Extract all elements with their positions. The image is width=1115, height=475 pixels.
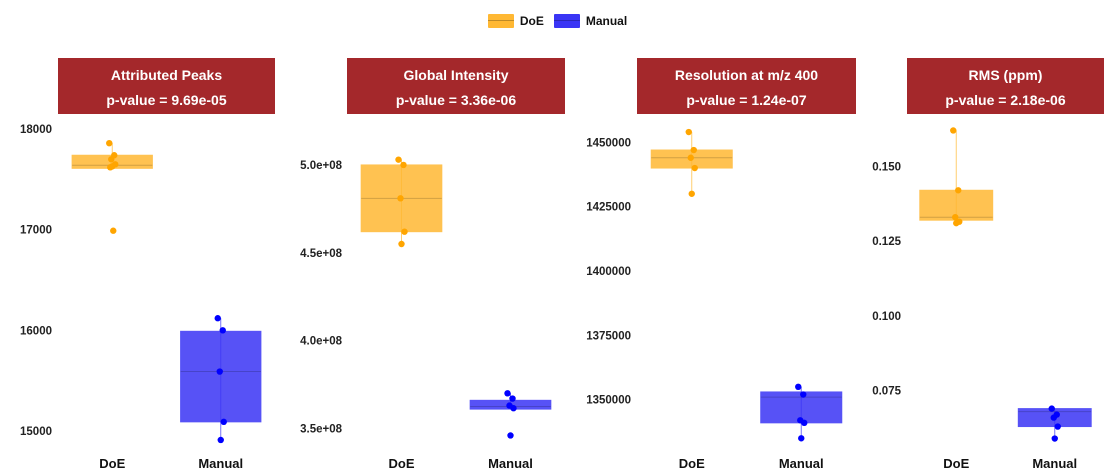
- x-tick-label-manual: Manual: [488, 456, 533, 471]
- data-point-manual: [216, 368, 223, 375]
- data-point-doe: [685, 128, 692, 136]
- x-tick-label-manual: Manual: [1032, 456, 1077, 471]
- data-point-manual: [217, 436, 224, 444]
- data-point-manual: [214, 315, 221, 322]
- data-point-doe: [953, 219, 960, 227]
- data-point-manual: [1054, 423, 1061, 430]
- data-point-manual: [219, 327, 226, 334]
- y-tick-label: 16000: [20, 325, 52, 337]
- panel-strip: [637, 58, 856, 114]
- y-tick-label: 3.5e+08: [300, 423, 342, 435]
- data-point-manual: [507, 432, 514, 439]
- data-point-doe: [688, 190, 695, 197]
- panel-strip: [347, 58, 565, 114]
- data-point-doe: [687, 154, 694, 161]
- y-tick-label: 5.0e+08: [300, 160, 342, 172]
- legend-key-doe: [487, 14, 514, 28]
- panel-title: Global Intensity: [403, 67, 508, 83]
- y-tick-label: 0.125: [872, 236, 901, 248]
- legend-key-manual: [553, 14, 580, 28]
- data-point-doe: [106, 139, 113, 147]
- data-point-doe: [691, 164, 698, 172]
- data-point-manual: [509, 395, 516, 402]
- data-point-doe: [110, 227, 117, 234]
- data-point-doe: [401, 228, 408, 235]
- y-tick-label: 1350000: [586, 395, 631, 407]
- y-tick-label: 1450000: [586, 137, 631, 149]
- panel-pvalue: p-value = 9.69e-05: [106, 92, 226, 108]
- panel-strip: [58, 58, 275, 114]
- legend-item-doe[interactable]: DoE: [487, 14, 544, 28]
- legend-label-doe: DoE: [519, 14, 544, 28]
- y-tick-label: 17000: [20, 225, 52, 237]
- panel-pvalue: p-value = 1.24e-07: [686, 92, 806, 108]
- panel-title: Attributed Peaks: [111, 67, 222, 83]
- panel-pvalue: p-value = 3.36e-06: [396, 92, 516, 108]
- x-tick-label-manual: Manual: [779, 456, 824, 471]
- data-point-manual: [1050, 414, 1057, 421]
- legend: DoE Manual: [0, 10, 1115, 32]
- data-point-manual: [504, 390, 511, 397]
- data-point-manual: [795, 383, 802, 391]
- data-point-doe: [395, 156, 402, 163]
- y-tick-label: 1400000: [586, 266, 631, 278]
- y-tick-label: 0.100: [872, 311, 901, 323]
- data-point-doe: [690, 146, 697, 154]
- y-tick-label: 18000: [20, 124, 52, 136]
- x-tick-label-doe: DoE: [943, 456, 969, 471]
- data-point-manual: [1048, 405, 1055, 412]
- data-point-manual: [800, 391, 807, 398]
- data-point-manual: [1051, 435, 1058, 442]
- y-tick-label: 0.075: [872, 386, 901, 398]
- data-point-doe: [107, 164, 114, 171]
- y-tick-label: 15000: [20, 426, 52, 438]
- data-point-doe: [108, 156, 115, 163]
- box-manual: [180, 330, 262, 423]
- x-tick-label-doe: DoE: [679, 456, 705, 471]
- x-tick-label-doe: DoE: [389, 456, 415, 471]
- y-tick-label: 1425000: [586, 202, 631, 214]
- panel-title: Resolution at m/z 400: [675, 67, 818, 83]
- x-tick-label-doe: DoE: [99, 456, 125, 471]
- panel-pvalue: p-value = 2.18e-06: [945, 92, 1065, 108]
- legend-label-manual: Manual: [585, 14, 628, 28]
- data-point-doe: [950, 127, 957, 134]
- data-point-manual: [798, 435, 805, 442]
- data-point-doe: [955, 187, 962, 194]
- y-tick-label: 4.0e+08: [300, 336, 342, 348]
- data-point-doe: [397, 195, 404, 202]
- legend-item-manual[interactable]: Manual: [553, 14, 628, 28]
- y-tick-label: 4.5e+08: [300, 248, 342, 260]
- data-point-doe: [398, 240, 405, 248]
- data-point-manual: [801, 419, 808, 427]
- data-point-manual: [220, 418, 227, 426]
- y-tick-label: 0.150: [872, 161, 901, 173]
- x-tick-label-manual: Manual: [198, 456, 243, 471]
- y-tick-label: 1375000: [586, 330, 631, 342]
- panel-strip: [907, 58, 1104, 114]
- data-point-doe: [400, 161, 407, 169]
- panel-title: RMS (ppm): [969, 67, 1043, 83]
- data-point-doe: [952, 213, 959, 221]
- data-point-manual: [510, 405, 517, 412]
